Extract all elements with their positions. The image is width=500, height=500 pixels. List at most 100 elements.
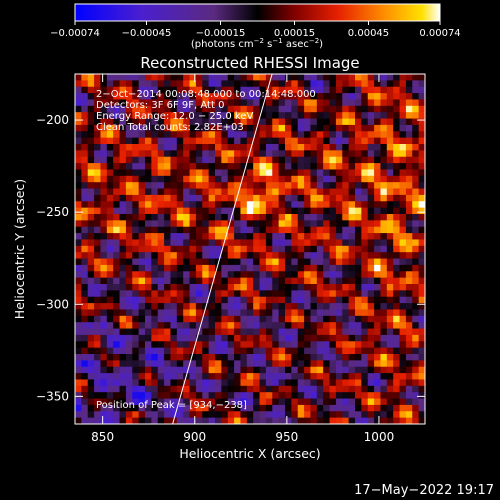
heatmap-cell — [253, 360, 260, 368]
heatmap-cell — [361, 309, 369, 317]
heatmap-cell — [316, 188, 324, 196]
heatmap-cell — [100, 296, 108, 304]
heatmap-cell — [399, 411, 407, 419]
heatmap-cell — [253, 80, 260, 88]
heatmap-cell — [253, 214, 260, 221]
heatmap-cell — [215, 271, 222, 279]
heatmap-cell — [297, 385, 305, 393]
heatmap-cell — [240, 258, 248, 266]
heatmap-cell — [259, 150, 267, 158]
heatmap-cell — [189, 150, 197, 158]
heatmap-cell — [329, 150, 337, 158]
heatmap-cell — [164, 271, 171, 279]
heatmap-cell — [310, 175, 318, 183]
heatmap-cell — [386, 315, 394, 323]
heatmap-cell — [412, 182, 420, 189]
heatmap-cell — [348, 131, 356, 139]
heatmap-cell — [246, 347, 254, 355]
heatmap-cell — [125, 169, 133, 177]
heatmap-cell — [272, 290, 280, 298]
heatmap-cell — [278, 284, 286, 291]
heatmap-cell — [310, 277, 318, 285]
heatmap-cell — [176, 315, 184, 323]
heatmap-cell — [367, 93, 375, 100]
heatmap-cell — [361, 264, 369, 272]
heatmap-cell — [310, 284, 318, 291]
heatmap-cell — [393, 271, 400, 279]
heatmap-cell — [265, 296, 273, 304]
heatmap-cell — [329, 417, 337, 424]
heatmap-cell — [164, 201, 171, 209]
heatmap-cell — [361, 150, 369, 158]
heatmap-cell — [405, 131, 413, 139]
heatmap-cell — [393, 417, 400, 424]
heatmap-cell — [278, 194, 286, 202]
heatmap-cell — [399, 175, 407, 183]
heatmap-cell — [304, 341, 311, 349]
heatmap-cell — [87, 245, 95, 253]
heatmap-cell — [234, 334, 241, 342]
heatmap-cell — [291, 328, 299, 336]
heatmap-cell — [253, 169, 260, 177]
heatmap-cell — [348, 379, 356, 387]
heatmap-cell — [138, 398, 146, 406]
heatmap-cell — [374, 220, 381, 228]
heatmap-cell — [323, 354, 330, 361]
heatmap-cell — [348, 163, 356, 170]
heatmap-cell — [272, 233, 280, 240]
heatmap-cell — [246, 417, 254, 424]
heatmap-image — [75, 74, 425, 424]
heatmap-cell — [132, 214, 140, 221]
heatmap-cell — [81, 264, 89, 272]
heatmap-cell — [119, 354, 127, 361]
heatmap-cell — [304, 150, 311, 158]
heatmap-cell — [386, 226, 394, 234]
heatmap-cell — [176, 417, 184, 424]
heatmap-cell — [183, 411, 190, 419]
heatmap-cell — [418, 169, 425, 177]
heatmap-cell — [278, 315, 286, 323]
heatmap-cell — [170, 194, 178, 202]
heatmap-cell — [405, 220, 413, 228]
heatmap-cell — [367, 207, 375, 215]
heatmap-cell — [208, 296, 216, 304]
heatmap-cell — [100, 118, 108, 126]
heatmap-cell — [304, 86, 311, 94]
heatmap-cell — [119, 411, 127, 419]
heatmap-cell — [323, 144, 330, 151]
heatmap-cell — [138, 175, 146, 183]
heatmap-cell — [316, 284, 324, 291]
heatmap-cell — [87, 411, 95, 419]
heatmap-cell — [285, 86, 292, 94]
heatmap-cell — [208, 150, 216, 158]
heatmap-cell — [323, 99, 330, 107]
heatmap-cell — [316, 296, 324, 304]
heatmap-cell — [234, 150, 241, 158]
heatmap-cell — [195, 347, 203, 355]
heatmap-cell — [355, 169, 362, 177]
heatmap-cell — [259, 385, 267, 393]
heatmap-cell — [304, 201, 311, 209]
heatmap-cell — [323, 156, 330, 164]
heatmap-cell — [265, 258, 273, 266]
heatmap-cell — [170, 296, 178, 304]
heatmap-cell — [342, 239, 350, 247]
heatmap-cell — [386, 284, 394, 291]
heatmap-cell — [399, 163, 407, 170]
heatmap-cell — [170, 80, 178, 88]
heatmap-cell — [316, 417, 324, 424]
heatmap-cell — [278, 328, 286, 336]
heatmap-cell — [355, 233, 362, 240]
heatmap-cell — [335, 296, 343, 304]
heatmap-cell — [246, 411, 254, 419]
heatmap-cell — [240, 74, 248, 81]
heatmap-cell — [265, 156, 273, 164]
heatmap-cell — [81, 99, 89, 107]
heatmap-cell — [285, 373, 292, 380]
heatmap-cell — [125, 80, 133, 88]
heatmap-cell — [272, 284, 280, 291]
heatmap-cell — [227, 220, 235, 228]
heatmap-cell — [265, 354, 273, 361]
heatmap-cell — [374, 322, 381, 329]
heatmap-cell — [316, 404, 324, 412]
